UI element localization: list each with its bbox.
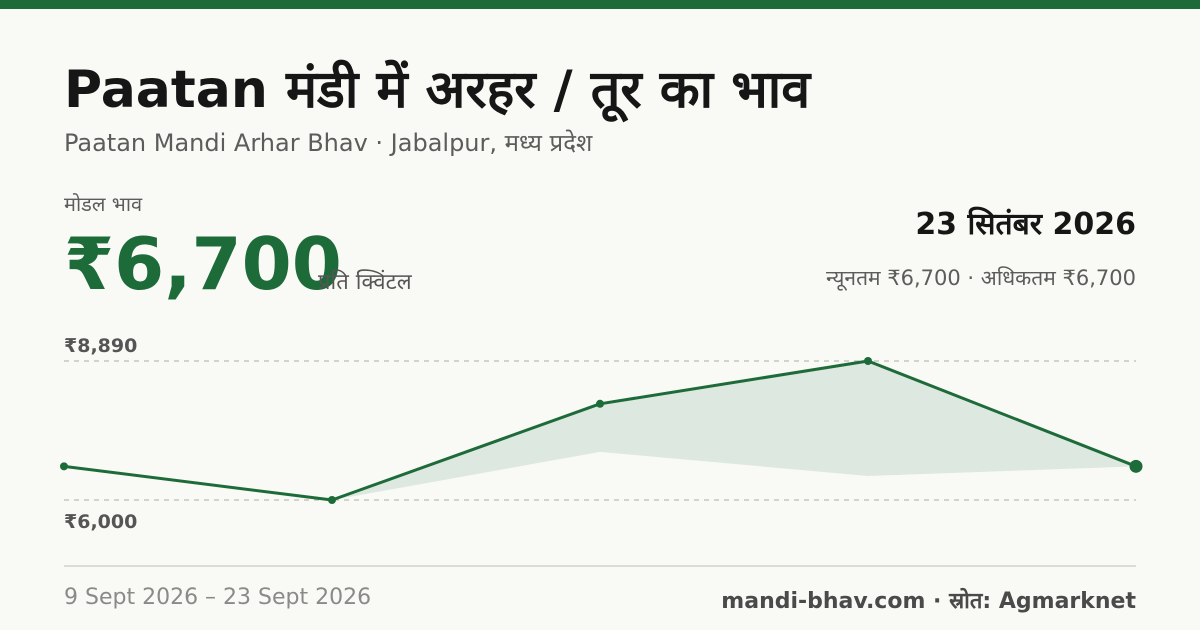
data-point xyxy=(596,399,604,408)
price-unit: प्रति क्विंटल xyxy=(318,270,412,295)
modal-price-value: ₹6,700 xyxy=(64,222,342,306)
data-point xyxy=(60,462,68,471)
modal-price-label: मोडल भाव xyxy=(64,192,143,216)
data-point xyxy=(1129,459,1143,473)
min-max-price: न्यूनतम ₹6,700 · अधिकतम ₹6,700 xyxy=(826,266,1136,290)
source-separator: · xyxy=(925,589,950,614)
page-subtitle: Paatan Mandi Arhar Bhav · Jabalpur, मध्य… xyxy=(64,129,593,157)
source-label: स्रोत: xyxy=(949,589,999,614)
footer-divider xyxy=(64,565,1136,567)
y-tick-label: ₹8,890 xyxy=(64,335,137,357)
data-point xyxy=(328,496,336,504)
price-trend-chart: ₹8,890 ₹6,000 xyxy=(60,335,1143,533)
source-name: Agmarknet xyxy=(998,589,1136,614)
price-date: 23 सितंबर 2026 xyxy=(915,207,1136,242)
source-credit: mandi-bhav.com · स्रोत: Agmarknet xyxy=(721,585,1136,615)
date-range: 9 Sept 2026 – 23 Sept 2026 xyxy=(64,585,372,610)
price-range-band xyxy=(64,361,1136,500)
y-tick-label: ₹6,000 xyxy=(64,511,137,533)
site-name: mandi-bhav.com xyxy=(721,589,926,614)
data-point xyxy=(864,357,872,365)
top-accent-bar xyxy=(0,0,1200,9)
page-title: Paatan मंडी में अरहर / तूर का भाव xyxy=(64,60,811,120)
